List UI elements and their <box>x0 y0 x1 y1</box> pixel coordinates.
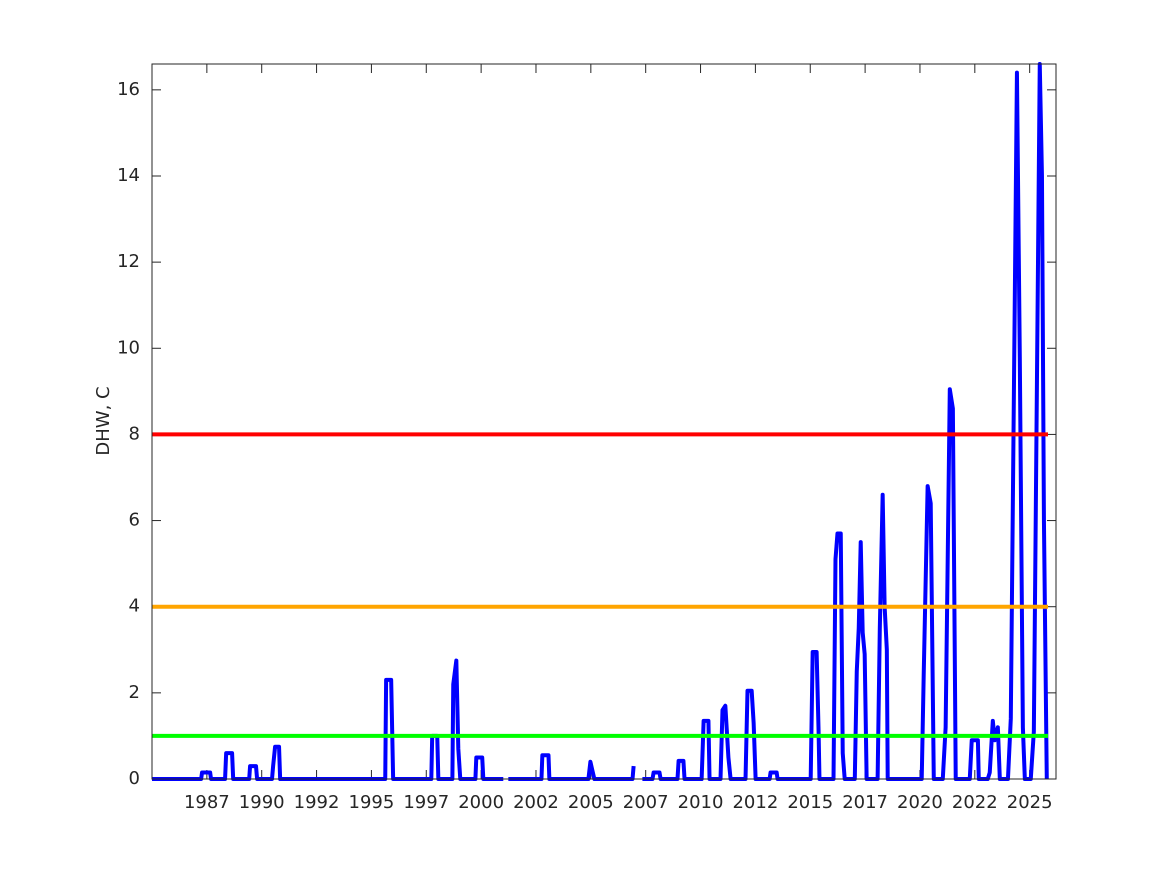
x-tick-label: 1990 <box>239 792 285 813</box>
x-tick-label: 2012 <box>732 792 778 813</box>
x-tick-label: 1997 <box>403 792 449 813</box>
x-tick-label: 2007 <box>623 792 669 813</box>
x-tick-label: 1992 <box>294 792 340 813</box>
y-tick-label: 10 <box>117 337 140 358</box>
y-tick-label: 16 <box>117 79 140 100</box>
plot-area <box>152 64 1056 779</box>
y-tick-label: 12 <box>117 251 140 272</box>
x-tick-label: 2000 <box>458 792 504 813</box>
x-tick-label: 2005 <box>568 792 614 813</box>
y-tick-label: 4 <box>129 596 140 617</box>
x-tick-label: 2002 <box>513 792 559 813</box>
y-tick-label: 8 <box>129 423 140 444</box>
axes-box <box>151 63 1057 780</box>
x-tick-label: 2020 <box>897 792 943 813</box>
x-tick-label: 2017 <box>842 792 888 813</box>
x-tick-label: 2025 <box>1007 792 1053 813</box>
x-tick-label: 2015 <box>787 792 833 813</box>
y-tick-label: 2 <box>129 682 140 703</box>
y-axis-label: DHW, C <box>93 386 114 455</box>
x-tick-label: 1987 <box>184 792 230 813</box>
y-tick-label: 14 <box>117 165 140 186</box>
y-tick-label: 6 <box>129 510 140 531</box>
x-tick-label: 1995 <box>349 792 395 813</box>
x-tick-label: 2022 <box>952 792 998 813</box>
x-tick-label: 2010 <box>678 792 724 813</box>
y-tick-label: 0 <box>129 768 140 789</box>
